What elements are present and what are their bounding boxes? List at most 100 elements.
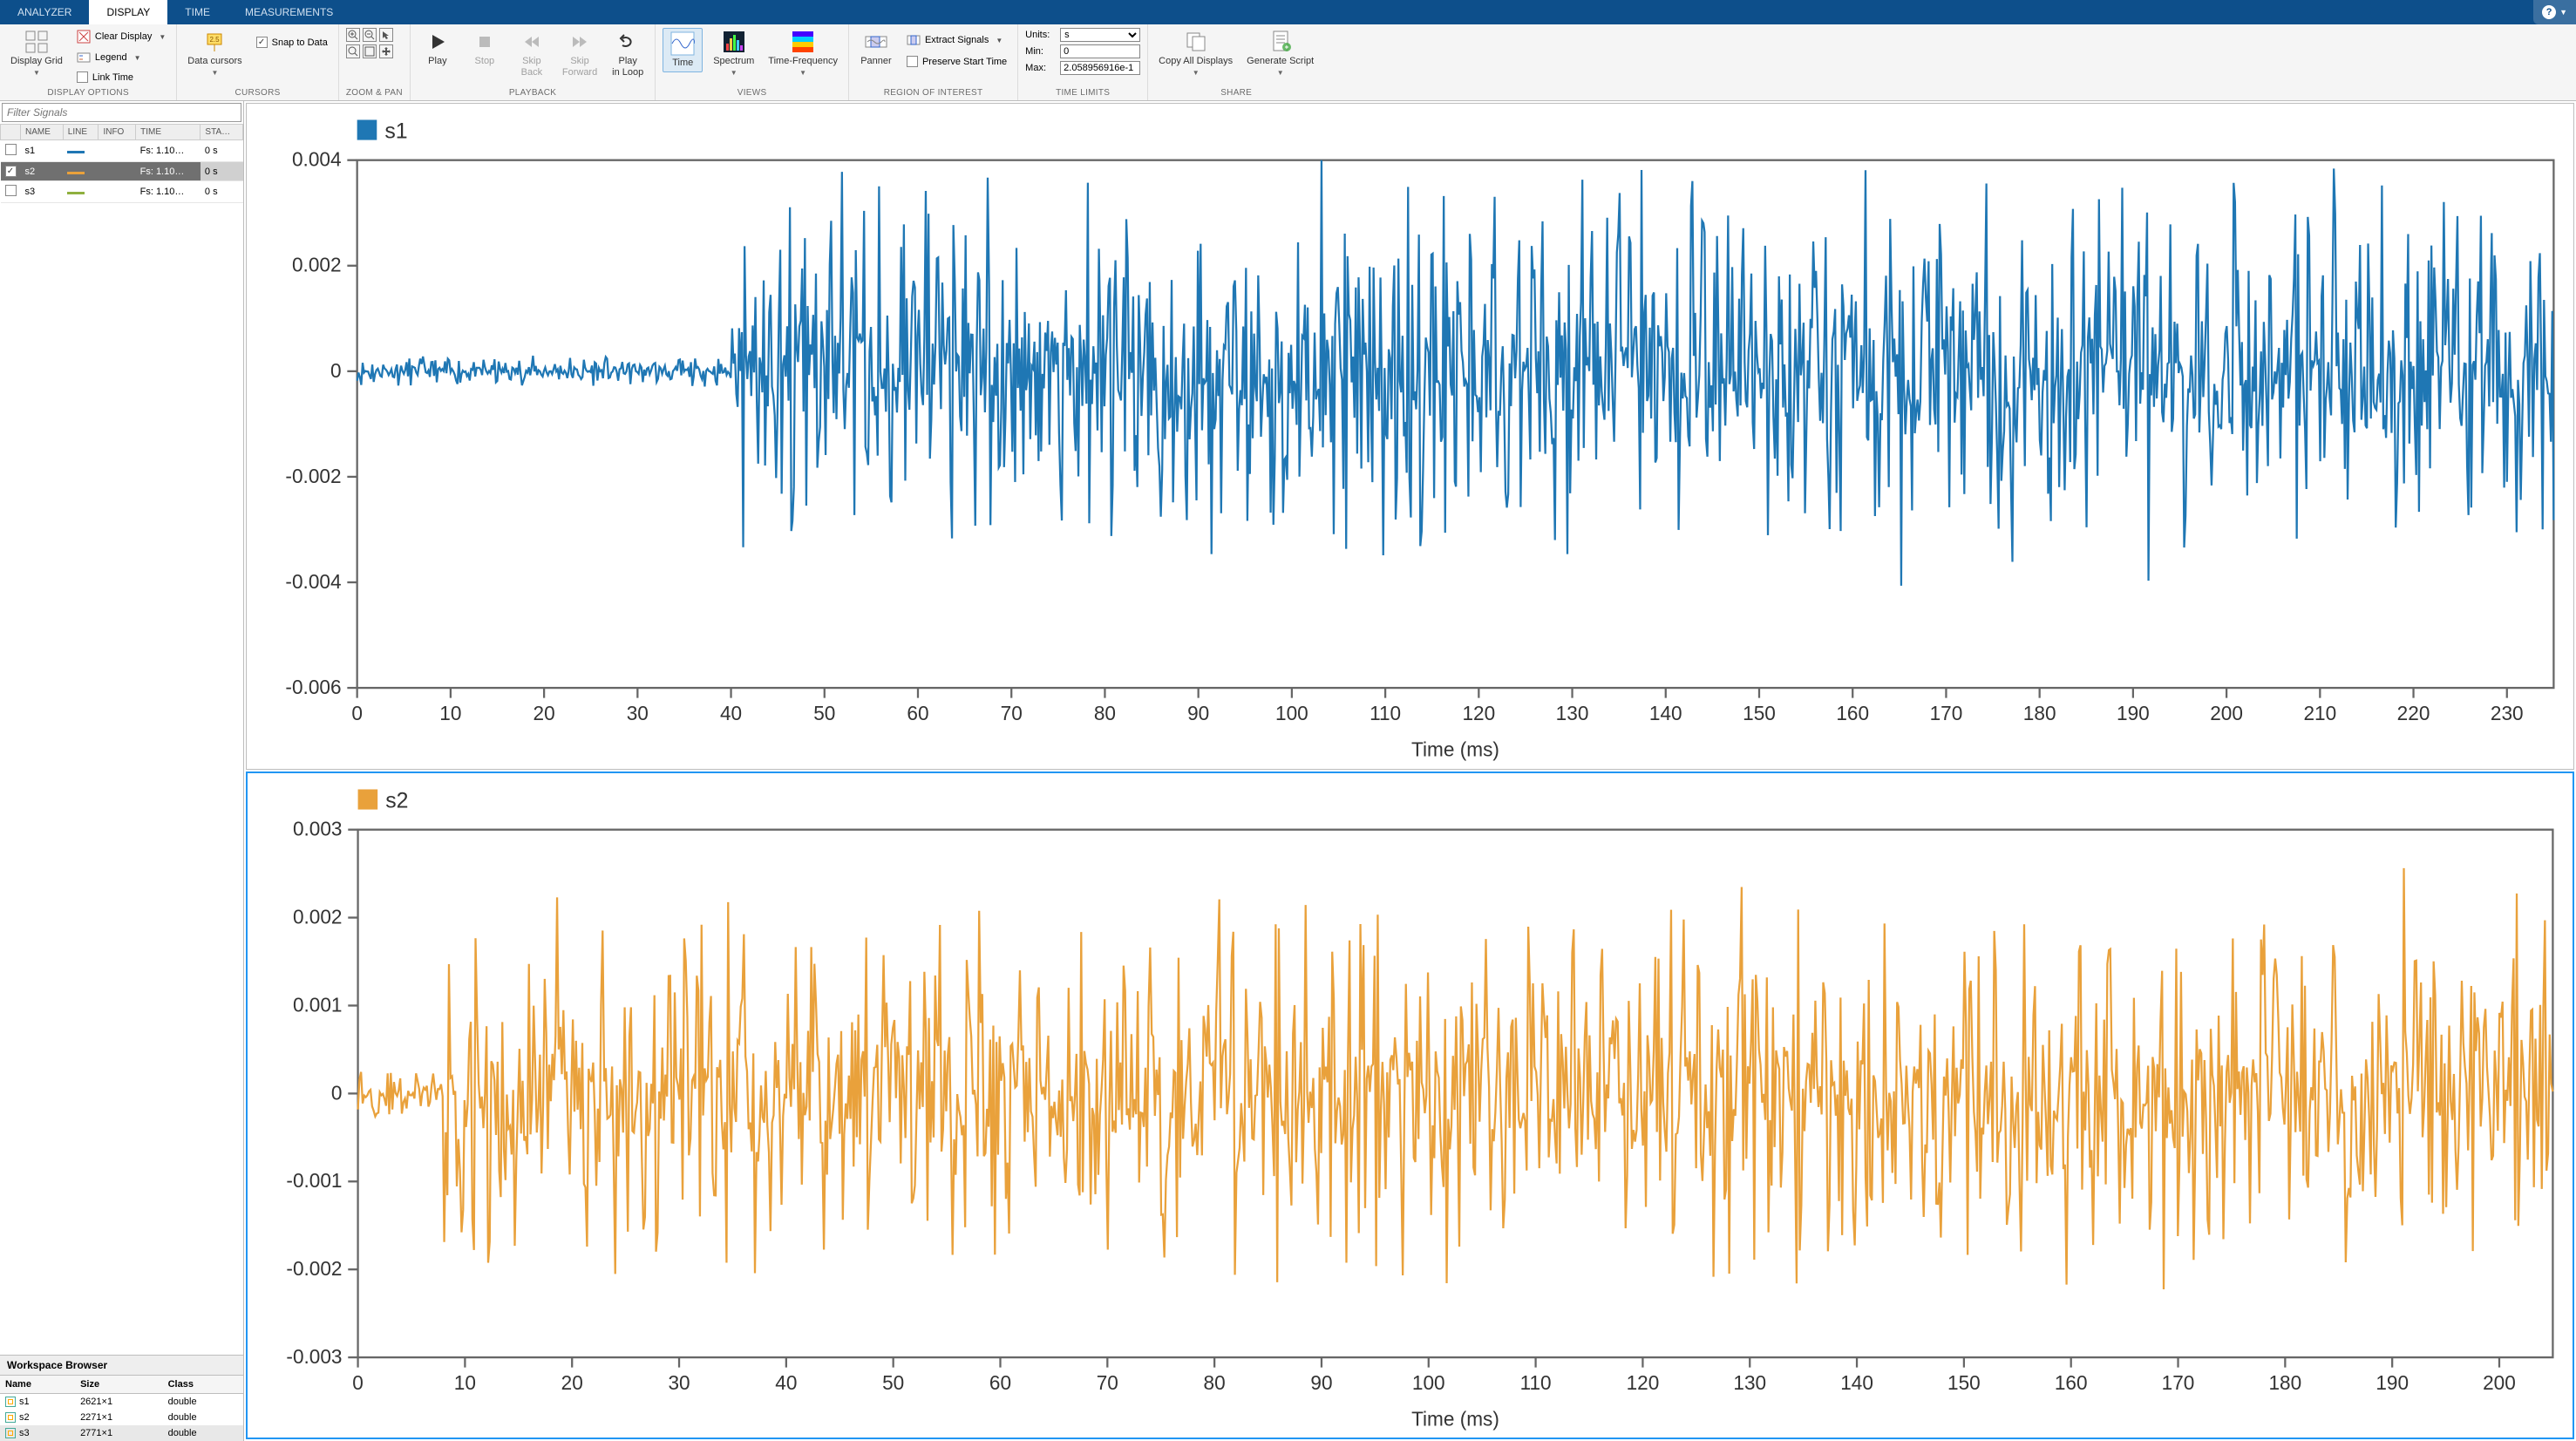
chart-area: s1-0.006-0.004-0.00200.0020.004010203040… <box>244 101 2576 1441</box>
script-icon <box>1268 30 1293 54</box>
fit-icon[interactable] <box>363 44 377 58</box>
data-cursors-label: Data cursors <box>187 56 241 67</box>
svg-text:30: 30 <box>627 702 649 724</box>
legend-button[interactable]: Legend ▼ <box>73 49 169 66</box>
variable-icon <box>5 1412 16 1423</box>
chart-s1[interactable]: s1-0.006-0.004-0.00200.0020.004010203040… <box>246 103 2574 770</box>
svg-text:0: 0 <box>330 359 342 382</box>
left-panel: NAME LINE INFO TIME STA… s1Fs: 1.10…0 s✓… <box>0 101 244 1441</box>
svg-text:150: 150 <box>1947 1370 1981 1393</box>
tab-analyzer[interactable]: ANALYZER <box>0 0 89 24</box>
snap-to-data-checkbox[interactable]: ✓ Snap to Data <box>253 35 331 50</box>
skip-back-button[interactable]: Skip Back <box>512 28 552 79</box>
tab-measurements[interactable]: MEASUREMENTS <box>228 0 350 24</box>
group-label: PLAYBACK <box>418 86 648 100</box>
help-button[interactable]: ? ▼ <box>2533 0 2576 24</box>
svg-text:220: 220 <box>2397 702 2430 724</box>
chevron-down-icon: ▼ <box>1277 69 1284 77</box>
copy-displays-button[interactable]: Copy All Displays ▼ <box>1155 28 1236 78</box>
clear-display-button[interactable]: Clear Display ▼ <box>73 28 169 45</box>
workspace-row[interactable]: s32771×1double <box>0 1425 243 1441</box>
play-button[interactable]: Play <box>418 28 458 69</box>
pointer-icon[interactable] <box>379 28 393 42</box>
filter-signals-input[interactable] <box>2 103 241 122</box>
skip-back-icon <box>520 30 544 54</box>
svg-text:130: 130 <box>1733 1370 1766 1393</box>
svg-text:120: 120 <box>1627 1370 1660 1393</box>
zoom-x-icon[interactable] <box>346 44 360 58</box>
chart-s2[interactable]: s2-0.003-0.002-0.00100.0010.0020.0030102… <box>246 771 2574 1440</box>
max-input[interactable] <box>1060 61 1140 75</box>
svg-text:130: 130 <box>1556 702 1589 724</box>
checkbox-icon <box>77 71 88 83</box>
checkbox-icon[interactable] <box>5 144 17 155</box>
workspace-browser-header: Workspace Browser <box>0 1355 243 1376</box>
chevron-down-icon: ▼ <box>211 69 218 77</box>
tab-time[interactable]: TIME <box>167 0 228 24</box>
svg-text:2.5: 2.5 <box>210 36 221 44</box>
signal-row[interactable]: s1Fs: 1.10…0 s <box>1 140 243 162</box>
workspace-row[interactable]: s12621×1double <box>0 1393 243 1410</box>
svg-text:-0.003: -0.003 <box>286 1344 342 1367</box>
signal-row[interactable]: s3Fs: 1.10…0 s <box>1 181 243 203</box>
svg-text:0: 0 <box>331 1081 343 1104</box>
tab-display[interactable]: DISPLAY <box>89 0 167 24</box>
svg-text:80: 80 <box>1094 702 1116 724</box>
svg-text:140: 140 <box>1649 702 1682 724</box>
skip-forward-icon <box>568 30 592 54</box>
group-label: ZOOM & PAN <box>346 86 403 100</box>
chevron-down-icon: ▼ <box>2559 8 2567 17</box>
signals-table: NAME LINE INFO TIME STA… s1Fs: 1.10…0 s✓… <box>0 124 243 203</box>
svg-text:210: 210 <box>2303 702 2336 724</box>
chevron-down-icon: ▼ <box>799 69 806 77</box>
svg-text:90: 90 <box>1310 1370 1332 1393</box>
chevron-down-icon: ▼ <box>134 54 141 62</box>
svg-text:200: 200 <box>2483 1370 2516 1393</box>
chevron-down-icon: ▼ <box>159 33 166 41</box>
extract-icon <box>907 33 921 47</box>
link-time-checkbox[interactable]: Link Time <box>73 70 169 85</box>
units-label: Units: <box>1025 30 1057 40</box>
svg-text:190: 190 <box>2375 1370 2409 1393</box>
svg-text:40: 40 <box>720 702 742 724</box>
signal-row[interactable]: ✓s2Fs: 1.10…0 s <box>1 162 243 181</box>
skip-forward-button[interactable]: Skip Forward <box>559 28 601 79</box>
svg-text:0.004: 0.004 <box>292 147 342 170</box>
panner-button[interactable]: Panner <box>856 28 896 69</box>
svg-text:0: 0 <box>351 702 363 724</box>
svg-text:0.003: 0.003 <box>293 817 343 839</box>
zoom-out-icon[interactable] <box>363 28 377 42</box>
min-input[interactable] <box>1060 44 1140 58</box>
group-label: TIME LIMITS <box>1025 86 1140 100</box>
units-select[interactable]: s <box>1060 28 1140 42</box>
legend-icon <box>77 51 91 65</box>
line-swatch <box>67 151 85 153</box>
zoom-pan-tools <box>346 28 393 58</box>
generate-script-button[interactable]: Generate Script ▼ <box>1243 28 1317 78</box>
variable-icon <box>5 1397 16 1407</box>
zoom-in-icon[interactable] <box>346 28 360 42</box>
pan-icon[interactable] <box>379 44 393 58</box>
play-loop-button[interactable]: Play in Loop <box>608 28 648 79</box>
time-view-icon <box>670 31 695 56</box>
svg-text:230: 230 <box>2491 702 2524 724</box>
time-view-button[interactable]: Time <box>663 28 703 72</box>
checkbox-icon <box>907 56 918 67</box>
spectrum-icon <box>722 30 746 54</box>
checkbox-icon[interactable] <box>5 185 17 196</box>
svg-text:100: 100 <box>1275 702 1308 724</box>
chevron-down-icon: ▼ <box>1193 69 1200 77</box>
svg-text:10: 10 <box>454 1370 476 1393</box>
svg-text:110: 110 <box>1520 1370 1552 1393</box>
workspace-row[interactable]: s22271×1double <box>0 1410 243 1425</box>
display-grid-button[interactable]: Display Grid ▼ <box>7 28 66 78</box>
spectrum-view-button[interactable]: Spectrum ▼ <box>710 28 758 78</box>
stop-button[interactable]: Stop <box>465 28 505 69</box>
preserve-start-checkbox[interactable]: Preserve Start Time <box>903 54 1010 69</box>
cursor-icon: 2.5 <box>202 30 227 54</box>
svg-text:s1: s1 <box>384 119 407 143</box>
checkbox-icon[interactable]: ✓ <box>5 166 17 177</box>
data-cursors-button[interactable]: 2.5 Data cursors ▼ <box>184 28 245 78</box>
extract-signals-button[interactable]: Extract Signals ▼ <box>903 31 1010 49</box>
time-frequency-view-button[interactable]: Time-Frequency ▼ <box>765 28 841 78</box>
